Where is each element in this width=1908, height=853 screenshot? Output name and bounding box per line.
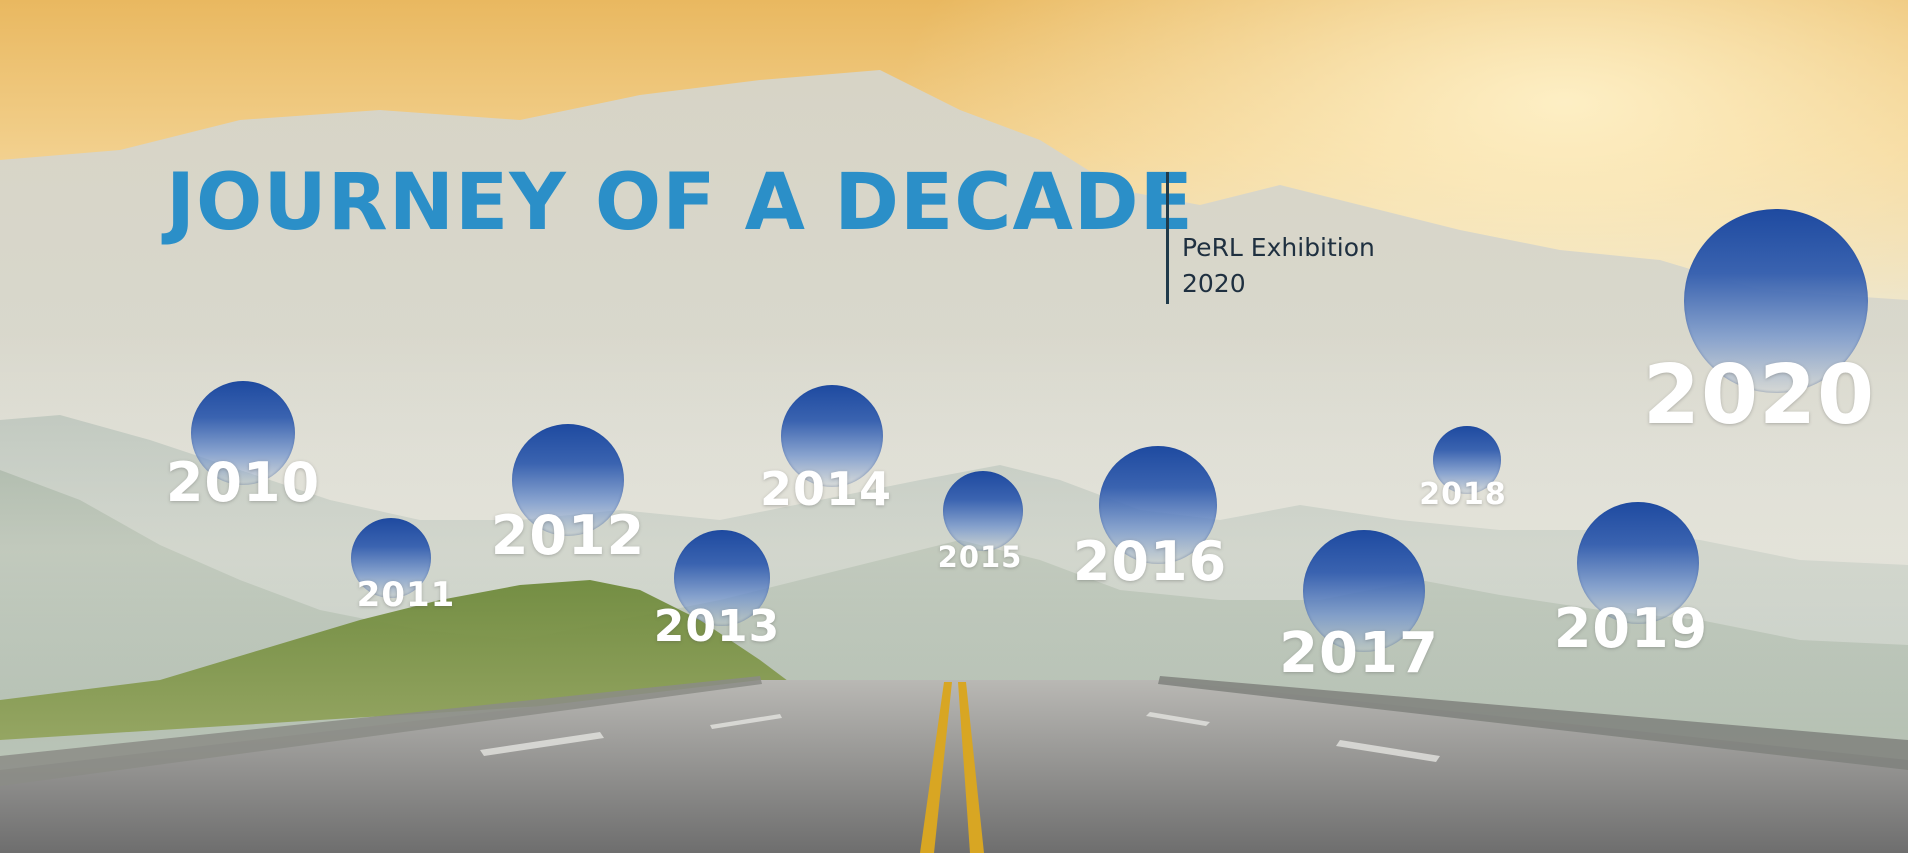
milestone-bubble [351, 518, 431, 598]
milestone-year: 2011 [356, 575, 456, 615]
subtitle-line-2: 2020 [1182, 269, 1246, 298]
milestone-year: 2017 [1279, 621, 1439, 686]
milestone-bubble [781, 385, 883, 487]
milestone-year: 2015 [937, 540, 1023, 574]
milestone-year: 2010 [165, 451, 321, 514]
milestone-year: 2018 [1419, 477, 1507, 512]
milestone-year: 2016 [1072, 530, 1228, 593]
milestone-year: 2013 [653, 601, 781, 652]
milestone-bubble [1684, 209, 1868, 393]
subtitle: PeRL Exhibition 2020 [1182, 230, 1375, 302]
subtitle-line-1: PeRL Exhibition [1182, 233, 1375, 262]
milestone-bubble [512, 424, 624, 536]
milestone-bubble [191, 381, 295, 485]
milestone-year: 2014 [759, 462, 893, 516]
milestone-bubble [1303, 530, 1425, 652]
page-title: JOURNEY OF A DECADE [166, 158, 1194, 248]
title-divider [1166, 172, 1169, 304]
milestone-year: 2019 [1553, 597, 1709, 660]
milestone-bubble [1577, 502, 1699, 624]
milestone-bubble [674, 530, 770, 626]
milestone-year: 2020 [1642, 348, 1876, 443]
milestone-bubble [1099, 446, 1217, 564]
milestone-bubble [1433, 426, 1501, 494]
milestone-year: 2012 [490, 504, 646, 567]
milestone-bubble [943, 471, 1023, 551]
